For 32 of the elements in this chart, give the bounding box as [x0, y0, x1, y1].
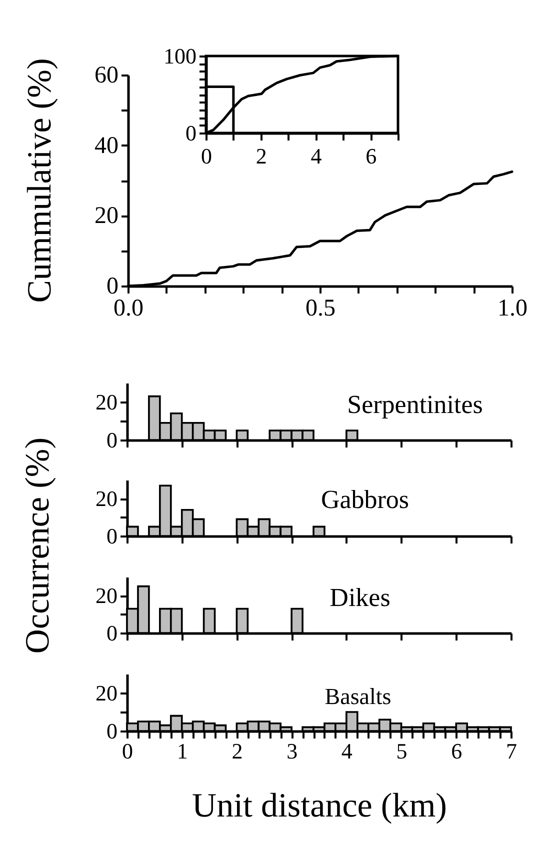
x-tick-label: 1 [176, 738, 188, 764]
y-tick-label: 20 [96, 486, 118, 512]
series-label: Dikes [330, 583, 390, 612]
x-tick-label: 3 [286, 738, 298, 764]
y-tick-label: 0 [106, 428, 118, 452]
x-tick-label: 6 [366, 144, 377, 168]
y-tick-label: 20 [96, 680, 118, 706]
y-tick-label: 40 [94, 132, 118, 159]
y-tick-label: 60 [94, 62, 118, 88]
y-axis-title: Occurrence (%) [20, 437, 56, 654]
x-tick-label: 5 [396, 738, 408, 764]
x-tick-label: 7 [506, 738, 517, 764]
y-tick-label: 0 [106, 524, 118, 548]
series-label: Gabbros [320, 485, 410, 514]
x-tick-label: 4 [341, 738, 352, 764]
y-tick-label: 20 [96, 390, 118, 414]
series-label: Basalts [324, 684, 392, 709]
x-tick-label: 6 [451, 738, 462, 764]
y-axis-title: Cummulative (%) [22, 58, 58, 303]
y-tick-label: 0 [106, 620, 118, 646]
y-tick-label: 20 [94, 203, 118, 230]
y-tick-label: 100 [164, 44, 196, 68]
y-tick-label: 0 [106, 718, 118, 744]
x-tick-label: 1.0 [498, 296, 528, 322]
x-axis-title: Unit distance (km) [192, 788, 447, 824]
x-tick-label: 0.5 [306, 296, 336, 322]
x-tick-label: 4 [310, 144, 322, 168]
series-label: Serpentinites [347, 390, 483, 419]
x-tick-label: 2 [232, 738, 243, 764]
x-tick-label: 0 [201, 144, 212, 168]
x-tick-label: 2 [256, 144, 267, 168]
y-tick-label: 20 [96, 583, 118, 608]
